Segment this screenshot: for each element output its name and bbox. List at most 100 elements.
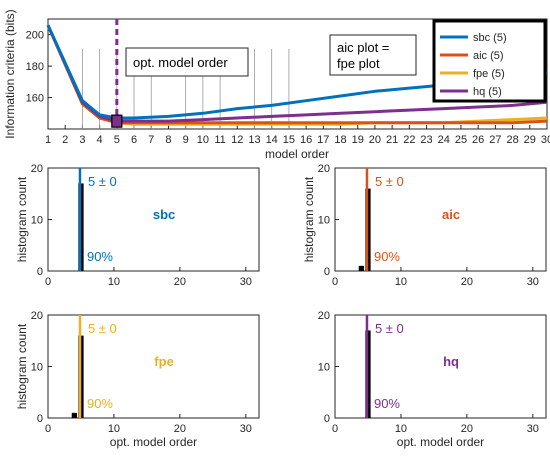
hist-range-label: 5 ± 0 (88, 174, 117, 189)
top-x-tick-label: 30 (541, 134, 550, 146)
aic-fpe-line2: fpe plot (337, 56, 380, 71)
hist-x-tick-label: 0 (45, 423, 51, 435)
hist-title: sbc (153, 207, 175, 222)
top-y-axis-label: Information criteria (bits) (3, 9, 17, 138)
top-y-ticks: 160 180 200 (26, 30, 52, 105)
histogram-fpe: 0 10 20 30 0 10 20 5 ± 0 90% fpe histogram count op… (15, 310, 260, 449)
hist-x-tick-label: 10 (395, 276, 407, 288)
top-x-tick-label: 20 (369, 134, 381, 146)
legend: sbc (5) aic (5) fpe (5) hq (5) (432, 19, 547, 103)
hist-x-axis-label: opt. model order (397, 435, 484, 449)
hist-percent-label: 90% (374, 249, 400, 264)
top-x-tick-label: 24 (438, 134, 450, 146)
hist-x-tick-label: 20 (461, 423, 473, 435)
top-x-tick-label: 17 (317, 134, 329, 146)
top-x-tick-label: 6 (131, 134, 137, 146)
hist-bar (358, 265, 365, 271)
legend-label-hq: hq (5) (473, 86, 502, 98)
histogram-hq: 0 10 20 30 0 10 20 5 ± 0 90% hq opt. model order (318, 310, 547, 449)
hist-y-tick-label: 10 (31, 215, 43, 227)
top-x-tick-label: 10 (197, 134, 209, 146)
aic-fpe-box (329, 34, 417, 76)
legend-box (432, 19, 547, 103)
top-x-tick-label: 26 (472, 134, 484, 146)
hist-y-tick-label: 20 (31, 163, 43, 175)
opt-order-box (125, 47, 249, 77)
top-x-tick-label: 12 (231, 134, 243, 146)
top-x-axis-label: model order (265, 147, 329, 161)
hist-x-tick-label: 10 (395, 423, 407, 435)
hist-y-tick-label: 0 (324, 413, 330, 425)
hist-bar (71, 412, 78, 418)
top-y-tick-label: 200 (26, 30, 44, 42)
top-x-tick-label: 1 (45, 134, 51, 146)
hist-range-label: 5 ± 0 (88, 321, 117, 336)
hist-percent-label: 90% (87, 249, 113, 264)
hist-x-tick-label: 30 (527, 276, 539, 288)
top-x-tick-label: 7 (148, 134, 154, 146)
hist-x-tick-label: 20 (461, 276, 473, 288)
top-x-tick-label: 21 (386, 134, 398, 146)
legend-label-sbc: sbc (5) (473, 32, 507, 44)
opt-order-label: opt. model order (133, 55, 228, 70)
hist-x-tick-label: 0 (45, 276, 51, 288)
hist-title: aic (442, 207, 460, 222)
hist-percent-label: 90% (87, 396, 113, 411)
hist-y-tick-label: 0 (324, 266, 330, 278)
hist-y-tick-label: 20 (318, 310, 330, 322)
top-x-ticks: 1 2 3 4 5 6 7 8 9 10 11 12 13 14 15 16 17 18 19 20 21 22 23 24 2… (45, 49, 550, 146)
top-x-tick-label: 14 (266, 134, 278, 146)
top-x-tick-label: 8 (165, 134, 171, 146)
legend-label-aic: aic (5) (473, 50, 504, 62)
top-x-tick-label: 29 (524, 134, 536, 146)
hist-y-axis-label: histogram count (302, 176, 316, 262)
top-x-tick-label: 9 (183, 134, 189, 146)
hist-range-label: 5 ± 0 (375, 321, 404, 336)
top-x-tick-label: 22 (403, 134, 415, 146)
top-x-tick-label: 11 (214, 134, 225, 146)
top-x-tick-label: 16 (300, 134, 312, 146)
top-x-tick-label: 4 (97, 134, 103, 146)
hist-x-tick-label: 30 (240, 276, 252, 288)
aic-fpe-line1: aic plot = (337, 40, 389, 55)
hist-title: fpe (154, 354, 174, 369)
hist-y-tick-label: 20 (31, 310, 43, 322)
top-x-tick-label: 5 (114, 134, 120, 146)
hist-y-tick-label: 20 (318, 163, 330, 175)
top-y-tick-label: 180 (26, 61, 44, 73)
hist-x-axis-label: opt. model order (110, 435, 197, 449)
top-y-tick-label: 160 (26, 93, 44, 105)
hist-title: hq (443, 354, 459, 369)
top-x-tick-label: 27 (489, 134, 501, 146)
top-x-tick-label: 2 (62, 134, 68, 146)
hist-y-tick-label: 10 (318, 362, 330, 374)
top-chart: 1 2 3 4 5 6 7 8 9 10 11 12 13 14 15 16 17 18 19 20 21 22 23 24 2… (3, 9, 550, 161)
hist-x-tick-label: 20 (174, 423, 186, 435)
top-x-tick-label: 13 (248, 134, 260, 146)
top-x-tick-label: 18 (334, 134, 346, 146)
hist-y-tick-label: 10 (31, 362, 43, 374)
hist-x-tick-label: 0 (332, 276, 338, 288)
top-x-tick-label: 19 (352, 134, 364, 146)
histogram-aic: 0 10 20 30 0 10 20 5 ± 0 90% aic histogram count (302, 163, 547, 288)
histogram-sbc: 0 10 20 30 0 10 20 5 ± 0 90% sbc histogram count (15, 163, 260, 288)
top-x-tick-label: 15 (283, 134, 295, 146)
legend-label-fpe: fpe (5) (473, 68, 505, 80)
hist-y-tick-label: 10 (318, 215, 330, 227)
hist-x-tick-label: 0 (332, 423, 338, 435)
top-x-tick-label: 3 (79, 134, 85, 146)
hist-y-tick-label: 0 (37, 413, 43, 425)
top-x-tick-label: 28 (506, 134, 518, 146)
hist-x-tick-label: 30 (527, 423, 539, 435)
series-line-aic (46, 24, 548, 125)
hist-x-tick-label: 10 (108, 423, 120, 435)
hist-percent-label: 90% (374, 396, 400, 411)
top-series (46, 24, 548, 126)
series-line-hq (46, 24, 548, 123)
hist-x-tick-label: 30 (240, 423, 252, 435)
hist-x-tick-label: 20 (174, 276, 186, 288)
hist-y-tick-label: 0 (37, 266, 43, 278)
hist-y-axis-label: histogram count (15, 176, 29, 262)
opt-order-marker (111, 114, 123, 128)
